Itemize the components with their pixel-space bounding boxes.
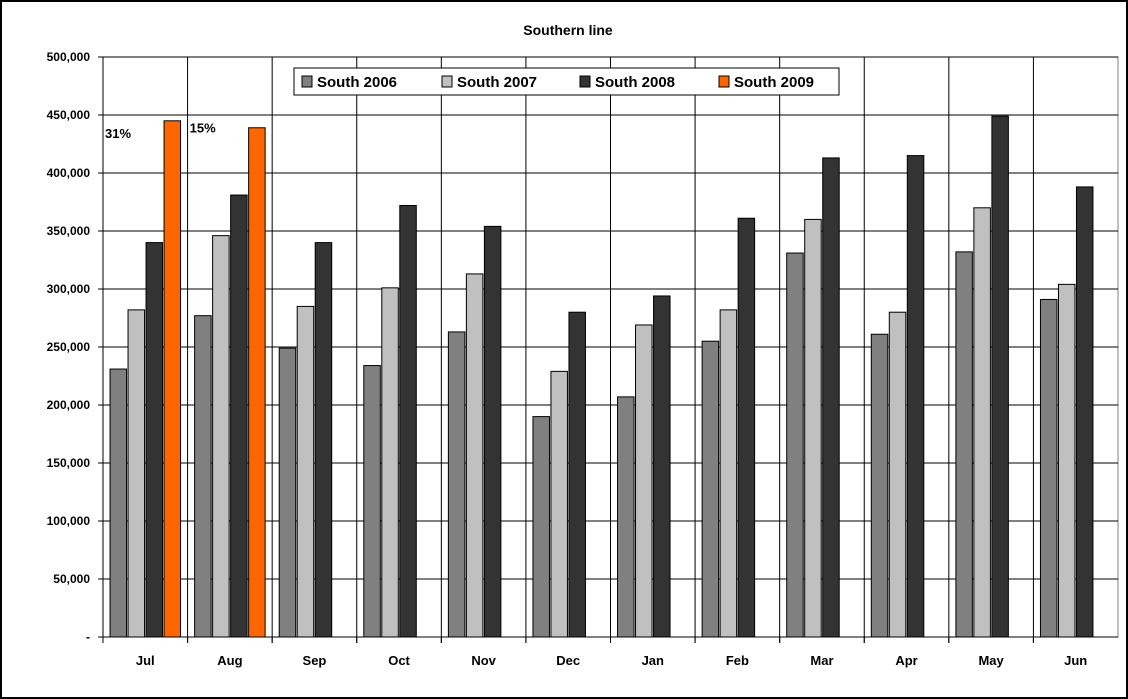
legend-swatch — [301, 75, 313, 88]
x-tick-label: Jun — [1064, 653, 1087, 668]
bar — [278, 347, 297, 638]
bar — [163, 120, 182, 638]
bar — [109, 368, 128, 638]
bar — [248, 127, 266, 638]
bar — [127, 309, 146, 638]
bar — [617, 396, 635, 638]
legend-label: South 2007 — [457, 74, 537, 91]
bar — [906, 155, 925, 638]
bar — [296, 305, 315, 638]
bar — [194, 315, 212, 638]
bar — [973, 207, 991, 638]
x-tick-label: Feb — [726, 653, 749, 668]
x-tick-label: Dec — [556, 653, 580, 668]
y-tick-label: 100,000 — [47, 514, 91, 528]
bar — [719, 309, 738, 638]
bar — [1075, 186, 1094, 638]
x-tick-label: Mar — [810, 653, 833, 668]
bar — [399, 204, 417, 638]
bar — [483, 225, 502, 638]
bar — [870, 333, 889, 638]
bar — [568, 311, 586, 638]
legend-swatch — [579, 75, 591, 88]
bar — [230, 194, 248, 638]
x-tick-label: Sep — [303, 653, 327, 668]
annotation-label: 31% — [105, 126, 131, 141]
y-tick-label: 250,000 — [47, 340, 91, 354]
bar — [314, 242, 333, 638]
y-tick-label: 400,000 — [47, 166, 91, 180]
bar — [635, 324, 653, 638]
y-tick-label: 350,000 — [47, 224, 91, 238]
bar — [888, 311, 907, 638]
x-tick-label: Oct — [388, 653, 410, 668]
annotation-label: 15% — [190, 120, 216, 135]
legend-label: South 2008 — [595, 74, 675, 91]
y-tick-label: 500,000 — [47, 50, 91, 64]
legend-box — [293, 67, 840, 96]
bar — [701, 340, 720, 638]
legend-swatch — [441, 75, 453, 88]
bar — [465, 273, 484, 638]
y-axis-ticks: - 50,000 100,000 150,000 200,000 250,000 300,0… — [47, 50, 103, 644]
bar — [822, 157, 840, 638]
bar — [955, 251, 973, 638]
gridlines — [103, 56, 1118, 643]
chart-title: Southern line — [523, 22, 613, 38]
y-tick-label: 450,000 — [47, 108, 91, 122]
legend: South 2006 South 2007 South 2008 South 2009 — [293, 67, 840, 96]
y-tick-label: 300,000 — [47, 282, 91, 296]
bar — [1057, 283, 1076, 638]
y-tick-label: - — [86, 630, 90, 644]
bar — [145, 242, 164, 638]
y-tick-label: 150,000 — [47, 456, 91, 470]
bar — [381, 287, 399, 638]
x-tick-label: Jan — [642, 653, 664, 668]
bar — [363, 365, 381, 638]
bar — [447, 331, 466, 638]
legend-label: South 2006 — [317, 74, 397, 91]
x-tick-label: Aug — [217, 653, 242, 668]
bar — [991, 115, 1009, 638]
bar — [212, 235, 230, 638]
annotations: 31% 15% — [105, 120, 216, 141]
bars — [109, 115, 1094, 638]
bar — [653, 295, 671, 638]
x-tick-label: May — [978, 653, 1004, 668]
bar — [786, 252, 804, 638]
bar — [532, 416, 550, 638]
x-axis-ticks: Jul Aug Sep Oct Nov Dec Jan Feb Mar Apr May Jun — [102, 637, 1087, 668]
x-tick-label: Jul — [136, 653, 155, 668]
y-tick-label: 50,000 — [53, 572, 90, 586]
y-tick-label: 200,000 — [47, 398, 91, 412]
legend-label: South 2009 — [734, 74, 814, 91]
x-tick-label: Apr — [895, 653, 917, 668]
bar — [1039, 298, 1058, 638]
bar — [804, 218, 822, 638]
bar — [737, 217, 756, 638]
x-tick-label: Nov — [471, 653, 496, 668]
legend-swatch — [718, 75, 730, 88]
bar — [550, 370, 568, 638]
